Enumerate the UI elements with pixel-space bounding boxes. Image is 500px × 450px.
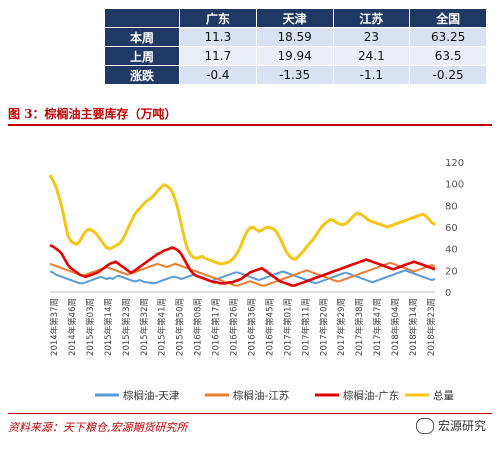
- y-tick-label: 20: [445, 266, 458, 277]
- table-row: 本周 11.3 18.59 23 63.25: [104, 27, 487, 47]
- x-tick-label: 2014年第37周: [49, 298, 60, 356]
- table-row: 上周 11.7 19.94 24.1 63.5: [104, 46, 487, 66]
- x-tick-label: 2016年第36周: [246, 298, 257, 356]
- x-tick-label: 2017年第11周: [300, 298, 311, 356]
- legend-label: 棕榈油-江苏: [233, 389, 289, 402]
- series-line: [49, 244, 436, 287]
- inventory-summary-table: 广东 天津 江苏 全国 本周 11.3 18.59 23 63.25 上周 11…: [104, 8, 487, 85]
- inventory-line-chart: 0 20 40 60 80 100 120 2014年第37周 2014年第46周 2015年第0…: [48, 158, 464, 402]
- row-label: 本周: [104, 27, 180, 47]
- x-tick-label: 2016年第26周: [229, 298, 240, 356]
- x-tick-label: 2015年第32周: [139, 298, 150, 356]
- table-cell: 63.25: [409, 27, 487, 47]
- wechat-icon: [415, 417, 434, 434]
- x-tick-label: 2017年第38周: [354, 298, 365, 356]
- table-cell: 24.1: [332, 46, 411, 66]
- table-cell: -0.4: [179, 65, 257, 85]
- x-tick-label: 2016年第17周: [211, 298, 222, 356]
- x-tick-label: 2017年第20周: [318, 298, 329, 356]
- legend-label: 棕榈油-广东: [343, 389, 399, 402]
- summary-table: 广东 天津 江苏 全国 本周 11.3 18.59 23 63.25 上周 11…: [104, 8, 487, 85]
- x-tick-label: 2014年第46周: [67, 298, 78, 356]
- table-cell: -1.35: [255, 65, 334, 85]
- watermark: 宏源研究: [415, 417, 486, 434]
- y-tick-label: 0: [445, 288, 451, 299]
- source-note: 资料来源：天下粮仓,宏源期货研究所: [8, 421, 188, 434]
- table-cell: 11.7: [179, 46, 257, 66]
- table-cell: 18.59: [255, 27, 334, 47]
- x-tick-label: 2018年第04周: [390, 298, 401, 356]
- table-cell: 63.5: [409, 46, 487, 66]
- table-row: 涨跌 -0.4 -1.35 -1.1 -0.25: [104, 65, 487, 85]
- y-tick-label: 80: [445, 201, 458, 212]
- series-line: [48, 174, 436, 266]
- y-tick-label: 60: [445, 223, 458, 234]
- x-tick-label: 2018年第14周: [408, 298, 419, 356]
- table-cell: -1.1: [332, 65, 411, 85]
- table-header-national: 全国: [409, 8, 487, 28]
- row-label: 上周: [104, 46, 180, 66]
- figure-title: 图 3：棕榈油主要库存（万吨）: [8, 107, 177, 121]
- legend-label: 棕榈油-天津: [123, 389, 180, 402]
- watermark-text: 宏源研究: [437, 419, 486, 433]
- x-tick-label: 2018年第23周: [426, 298, 437, 356]
- x-tick-label: 2016年第08周: [193, 298, 204, 356]
- x-tick-label: 2017年第29周: [336, 298, 347, 356]
- x-tick-label: 2015年第14周: [103, 298, 114, 356]
- x-tick-label: 2015年第50周: [175, 298, 186, 356]
- x-tick-label: 2015年第23周: [121, 298, 132, 356]
- row-label: 涨跌: [104, 65, 180, 85]
- table-cell: 23: [332, 27, 411, 47]
- series-line: [49, 269, 436, 285]
- title-divider: [8, 124, 492, 126]
- source-divider: [8, 413, 492, 414]
- x-tick-label: 2017年第01周: [282, 298, 293, 356]
- table-cell: -0.25: [409, 65, 487, 85]
- x-tick-label: 2015年第03周: [85, 298, 96, 356]
- x-tick-label: 2017年第47周: [372, 298, 383, 356]
- table-header-tianjin: 天津: [255, 8, 334, 28]
- series-line: [49, 261, 436, 287]
- y-tick-label: 100: [445, 180, 464, 191]
- table-header-row: 广东 天津 江苏 全国: [104, 8, 487, 28]
- table-header-corner: [104, 8, 180, 28]
- legend-label: 总量: [433, 389, 454, 402]
- table-header-guangdong: 广东: [179, 8, 257, 28]
- y-tick-label: 40: [445, 245, 458, 256]
- table-header-jiangsu: 江苏: [332, 8, 411, 28]
- x-tick-label: 2015年第41周: [157, 298, 168, 356]
- x-tick-label: 2016年第45周: [264, 298, 275, 356]
- table-cell: 19.94: [255, 46, 334, 66]
- table-cell: 11.3: [179, 27, 257, 47]
- y-tick-label: 120: [445, 158, 464, 169]
